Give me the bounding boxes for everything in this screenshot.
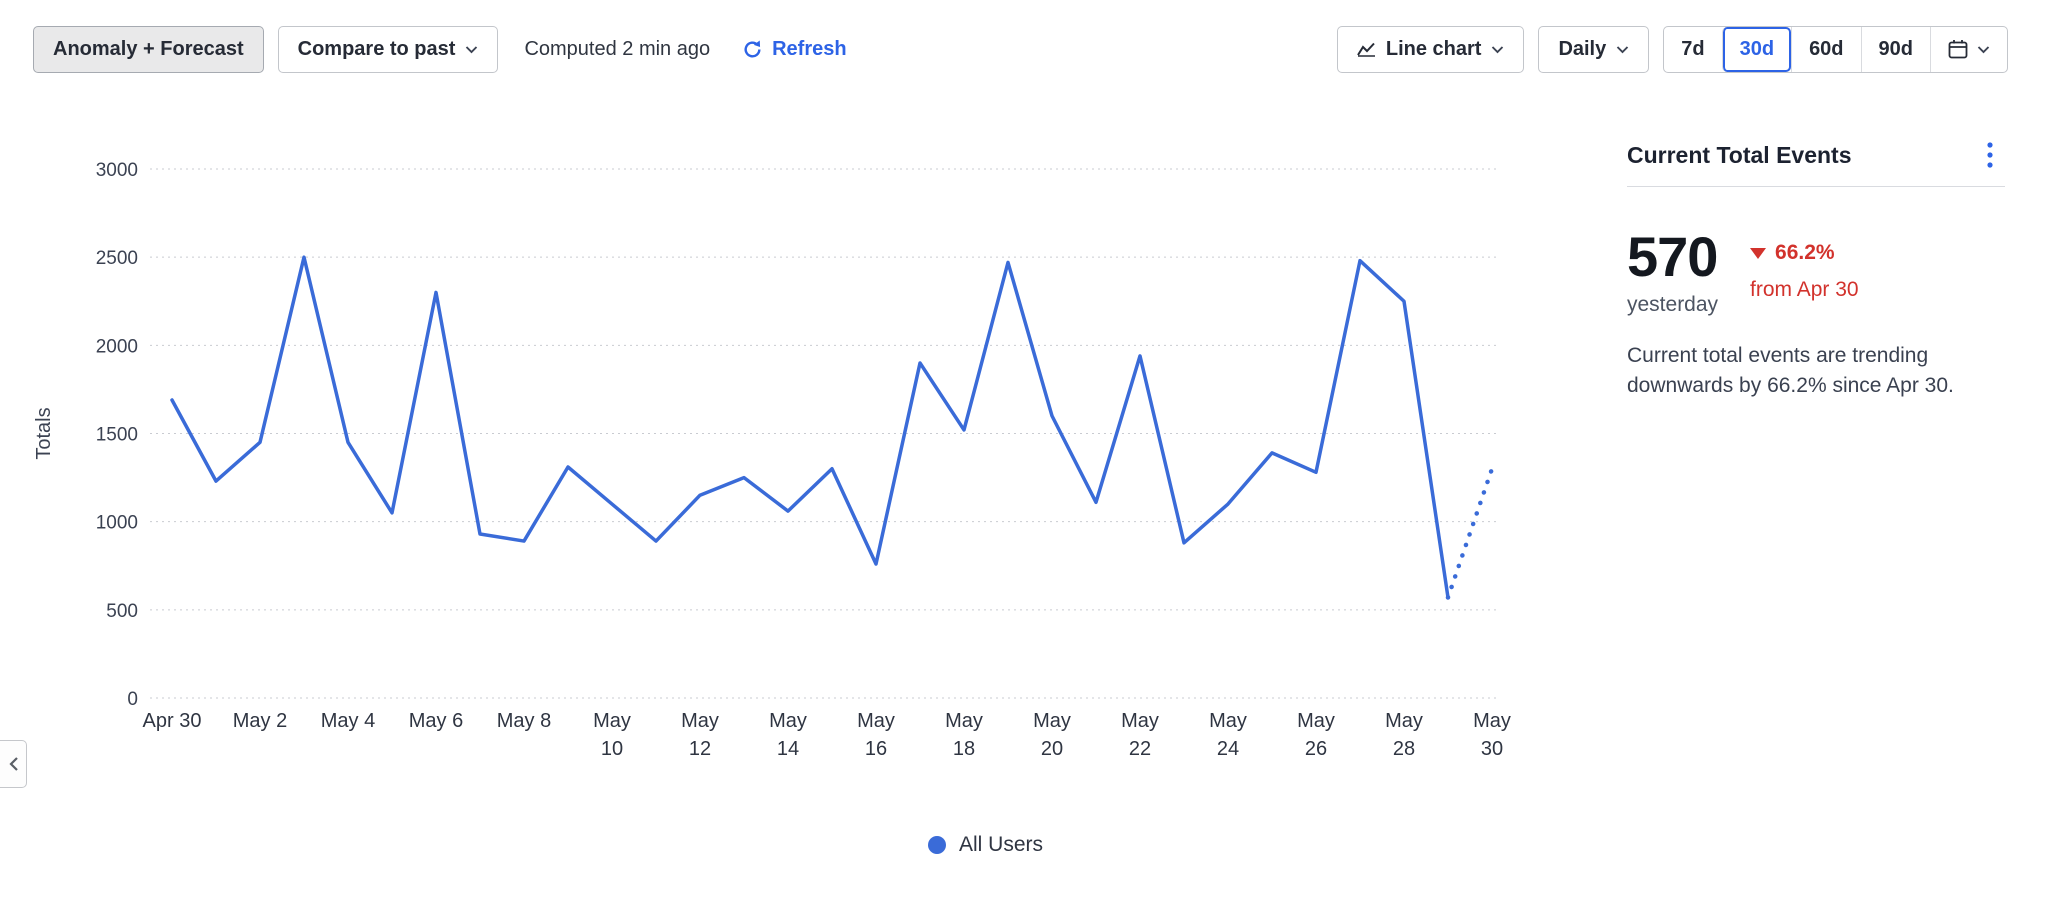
- refresh-label: Refresh: [772, 37, 847, 60]
- line-chart-svg[interactable]: 0 500 1000 1500 2000 2500 3000 Apr 30 May 2 May 4…: [0, 120, 1560, 820]
- delta-caption: from Apr 30: [1750, 278, 1859, 301]
- current-value: 570: [1627, 225, 1718, 288]
- granularity-label: Daily: [1558, 37, 1607, 60]
- refresh-button[interactable]: Refresh: [742, 37, 847, 61]
- chart-legend[interactable]: All Users: [928, 833, 1043, 857]
- range-7d[interactable]: 7d: [1681, 37, 1705, 60]
- calendar-icon: [1948, 40, 1968, 59]
- trend-description: Current total events are trending downwa…: [1627, 344, 1954, 397]
- svg-text:Apr 30: Apr 30: [143, 710, 202, 732]
- collapse-panel-button[interactable]: [0, 740, 27, 788]
- trend-down-icon: [1750, 247, 1767, 259]
- range-60d[interactable]: 60d: [1791, 26, 1860, 72]
- current-value-caption: yesterday: [1627, 293, 1719, 316]
- summary-header: Current Total Events: [1627, 140, 2005, 170]
- svg-text:2500: 2500: [96, 248, 138, 269]
- delta-block: 66.2% from Apr 30: [1750, 229, 1859, 317]
- chevron-down-icon: [1977, 45, 1990, 53]
- legend-series-label: All Users: [959, 833, 1044, 856]
- chevron-left-icon: [8, 757, 18, 771]
- toolbar: Anomaly + Forecast Compare to past Compu…: [0, 0, 2048, 78]
- chevron-down-icon: [1492, 45, 1504, 53]
- current-value-block: 570 yesterday: [1627, 229, 1718, 317]
- line-chart-icon: [1357, 42, 1375, 57]
- summary-divider: [1627, 186, 2005, 187]
- range-90d[interactable]: 90d: [1860, 26, 1930, 72]
- date-range-segmented-control: 7d 30d 60d 90d: [1663, 25, 2008, 73]
- svg-text:May 2: May 2: [233, 710, 287, 732]
- delta-percentage: 66.2%: [1775, 241, 1835, 264]
- svg-text:500: 500: [106, 601, 138, 622]
- svg-text:0: 0: [127, 689, 138, 710]
- kebab-menu-icon[interactable]: [1975, 140, 2005, 170]
- legend-series-dot: [928, 836, 946, 854]
- custom-date-range-button[interactable]: [1930, 26, 2007, 72]
- svg-text:May 8: May 8: [497, 710, 551, 732]
- chevron-down-icon: [1617, 45, 1629, 53]
- svg-text:1500: 1500: [96, 425, 138, 446]
- chart-type-label: Line chart: [1385, 37, 1482, 60]
- svg-text:1000: 1000: [96, 513, 138, 534]
- range-30d[interactable]: 30d: [1721, 26, 1791, 72]
- computed-timestamp: Computed 2 min ago: [524, 37, 711, 60]
- svg-text:2000: 2000: [96, 336, 138, 357]
- anomaly-forecast-button[interactable]: Anomaly + Forecast: [33, 25, 264, 73]
- svg-text:May 6: May 6: [409, 710, 463, 732]
- summary-title: Current Total Events: [1627, 141, 1852, 168]
- compare-to-past-label: Compare to past: [297, 37, 456, 60]
- granularity-dropdown[interactable]: Daily: [1538, 25, 1650, 73]
- summary-panel: Current Total Events 570 yesterday 66.2%: [1627, 140, 2005, 401]
- compare-to-past-dropdown[interactable]: Compare to past: [277, 25, 499, 73]
- summary-stats: 570 yesterday 66.2% from Apr 30: [1627, 229, 2005, 317]
- chart-area: 0 500 1000 1500 2000 2500 3000 Apr 30 May 2 May 4…: [0, 120, 1560, 820]
- svg-text:Totals: Totals: [33, 407, 55, 459]
- svg-text:May 4: May 4: [321, 710, 375, 732]
- refresh-icon: [744, 39, 761, 58]
- chevron-down-icon: [466, 45, 478, 53]
- chart-type-dropdown[interactable]: Line chart: [1336, 25, 1525, 73]
- svg-text:3000: 3000: [96, 160, 138, 181]
